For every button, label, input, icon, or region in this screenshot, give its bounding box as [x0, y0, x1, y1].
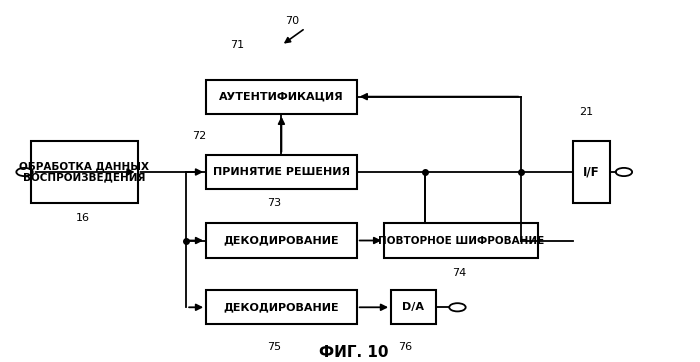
Text: I/F: I/F [583, 165, 600, 178]
Text: ПОВТОРНОЕ ШИФРОВАНИЕ: ПОВТОРНОЕ ШИФРОВАНИЕ [378, 236, 545, 245]
Text: ПРИНЯТИЕ РЕШЕНИЯ: ПРИНЯТИЕ РЕШЕНИЯ [213, 167, 350, 177]
Text: 71: 71 [230, 40, 244, 50]
Text: ФИГ. 10: ФИГ. 10 [318, 345, 388, 361]
FancyBboxPatch shape [206, 155, 357, 189]
Text: 16: 16 [76, 213, 90, 223]
Text: 76: 76 [398, 342, 412, 352]
FancyBboxPatch shape [32, 141, 138, 203]
Text: ОБРАБОТКА ДАННЫХ
ВОСПРОИЗВЕДЕНИЯ: ОБРАБОТКА ДАННЫХ ВОСПРОИЗВЕДЕНИЯ [20, 161, 150, 183]
Text: 75: 75 [267, 342, 281, 352]
Text: ДЕКОДИРОВАНИЕ: ДЕКОДИРОВАНИЕ [223, 236, 340, 245]
Text: 73: 73 [267, 198, 281, 208]
Text: 21: 21 [579, 107, 594, 117]
FancyBboxPatch shape [384, 223, 538, 258]
FancyBboxPatch shape [206, 290, 357, 324]
Text: ДЕКОДИРОВАНИЕ: ДЕКОДИРОВАНИЕ [223, 302, 340, 312]
Text: D/A: D/A [402, 302, 424, 312]
FancyBboxPatch shape [206, 223, 357, 258]
Text: 70: 70 [285, 16, 299, 26]
FancyBboxPatch shape [573, 141, 610, 203]
Text: 72: 72 [192, 131, 206, 141]
FancyBboxPatch shape [206, 80, 357, 114]
Text: АУТЕНТИФИКАЦИЯ: АУТЕНТИФИКАЦИЯ [219, 92, 344, 102]
FancyBboxPatch shape [391, 290, 435, 324]
Text: 74: 74 [452, 268, 467, 278]
